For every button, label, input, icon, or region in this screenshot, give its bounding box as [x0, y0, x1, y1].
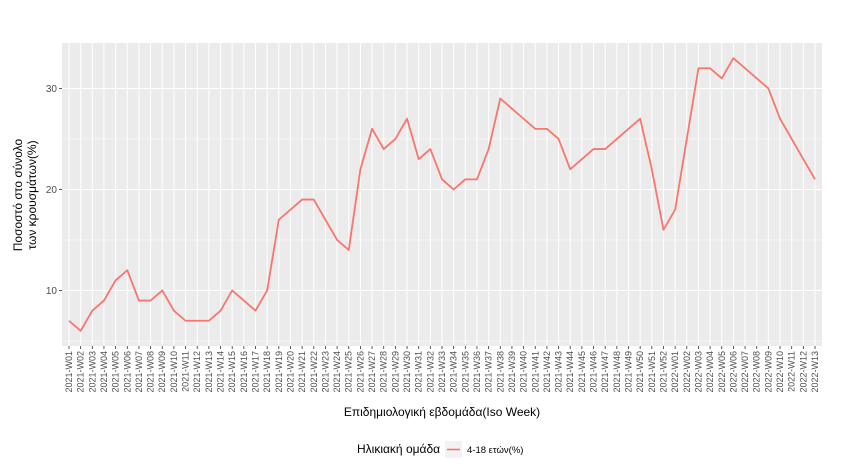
legend-label: 4-18 ετών(%) — [467, 445, 523, 456]
x-tick-label: 2022-W03 — [693, 351, 703, 393]
x-tick-label: 2021-W48 — [612, 351, 622, 393]
x-tick-label: 2021-W18 — [262, 351, 272, 393]
legend-title: Ηλικιακή ομάδα — [357, 442, 440, 456]
series-line — [68, 57, 816, 332]
legend: Ηλικιακή ομάδα 4-18 ετών(%) — [357, 441, 523, 458]
x-tick-label: 2021-W13 — [204, 351, 214, 393]
x-tick-label: 2021-W29 — [390, 351, 400, 393]
x-tick-label: 2021-W08 — [146, 351, 156, 393]
x-tick-label: 2021-W30 — [402, 351, 412, 393]
x-tick-label: 2021-W09 — [157, 351, 167, 393]
x-tick-label: 2021-W23 — [320, 351, 330, 393]
x-tick-label: 2022-W04 — [705, 351, 715, 393]
x-tick-label: 2021-W28 — [379, 351, 389, 393]
x-tick-label: 2021-W17 — [250, 351, 260, 393]
x-tick-label: 2021-W02 — [76, 351, 86, 393]
y-tick-label: 30 — [46, 84, 58, 95]
x-tick-label: 2021-W39 — [507, 351, 517, 393]
x-tick-label: 2021-W11 — [181, 351, 191, 392]
x-tick-label: 2021-W33 — [437, 351, 447, 393]
x-tick-label: 2022-W12 — [798, 351, 808, 393]
x-tick-label: 2022-W01 — [670, 351, 680, 393]
x-tick-label: 2021-W38 — [495, 351, 505, 393]
y-axis-title: Ποσοστό στο σύνολο των κρουσμάτων(%) — [11, 138, 39, 251]
x-tick-label: 2021-W25 — [344, 351, 354, 393]
x-tick-label: 2022-W11 — [787, 351, 797, 392]
x-tick-label: 2022-W08 — [752, 351, 762, 393]
x-tick-label: 2021-W06 — [122, 351, 132, 393]
x-tick-label: 2021-W51 — [647, 351, 657, 393]
major-gridlines — [62, 43, 822, 346]
x-tick-label: 2021-W14 — [216, 351, 226, 393]
x-tick-label: 2021-W50 — [635, 351, 645, 393]
x-tick-label: 2021-W41 — [530, 351, 540, 393]
x-tick-label: 2022-W10 — [775, 351, 785, 393]
x-axis-title: Επιδημιολογική εβδομάδα(Iso Week) — [344, 405, 540, 419]
y-axis-title-line-1: Ποσοστό στο σύνολο — [11, 138, 25, 251]
x-tick-label: 2022-W05 — [717, 351, 727, 393]
x-tick-label: 2022-W07 — [740, 351, 750, 393]
x-tick-label: 2021-W03 — [87, 351, 97, 393]
x-tick-label: 2021-W46 — [589, 351, 599, 393]
x-tick-label: 2021-W12 — [192, 351, 202, 393]
x-tick-label: 2021-W40 — [519, 351, 529, 393]
x-tick-label: 2021-W49 — [624, 351, 634, 393]
x-tick-label: 2021-W44 — [565, 351, 575, 393]
x-tick-label: 2021-W34 — [449, 351, 459, 393]
x-tick-label: 2021-W47 — [600, 351, 610, 393]
x-axis-ticks: 2021-W01 2021-W02 2021-W03 2021-W04 2021-W05… — [64, 346, 820, 393]
x-tick-label: 2021-W42 — [542, 351, 552, 393]
x-tick-label: 2021-W22 — [309, 351, 319, 393]
x-tick-label: 2021-W31 — [414, 351, 424, 393]
x-tick-label: 2021-W32 — [425, 351, 435, 393]
x-tick-label: 2021-W05 — [111, 351, 121, 393]
y-axis-ticks: 10 20 30 — [46, 84, 62, 297]
x-tick-label: 2021-W37 — [484, 351, 494, 393]
x-tick-label: 2022-W09 — [763, 351, 773, 393]
y-tick-label: 10 — [46, 286, 58, 297]
x-tick-label: 2021-W26 — [355, 351, 365, 393]
x-tick-label: 2022-W02 — [682, 351, 692, 393]
x-tick-label: 2021-W01 — [64, 351, 74, 393]
x-tick-label: 2021-W27 — [367, 351, 377, 393]
x-tick-label: 2022-W06 — [728, 351, 738, 393]
x-tick-label: 2021-W04 — [99, 351, 109, 393]
y-axis-title-line-2: των κρουσμάτων(%) — [25, 140, 39, 249]
x-tick-label: 2021-W36 — [472, 351, 482, 393]
x-tick-label: 2021-W15 — [227, 351, 237, 393]
x-tick-label: 2021-W10 — [169, 351, 179, 393]
x-tick-label: 2021-W19 — [274, 351, 284, 393]
y-tick-label: 20 — [46, 185, 58, 196]
x-tick-label: 2021-W20 — [285, 351, 295, 393]
x-tick-label: 2021-W35 — [460, 351, 470, 393]
x-tick-label: 2021-W21 — [297, 351, 307, 393]
x-tick-label: 2021-W24 — [332, 351, 342, 393]
x-tick-label: 2021-W07 — [134, 351, 144, 393]
x-tick-label: 2021-W52 — [658, 351, 668, 393]
series-lines — [68, 57, 816, 332]
x-tick-label: 2021-W43 — [554, 351, 564, 393]
x-tick-label: 2021-W45 — [577, 351, 587, 393]
x-tick-label: 2021-W16 — [239, 351, 249, 393]
x-tick-label: 2022-W13 — [810, 351, 820, 393]
